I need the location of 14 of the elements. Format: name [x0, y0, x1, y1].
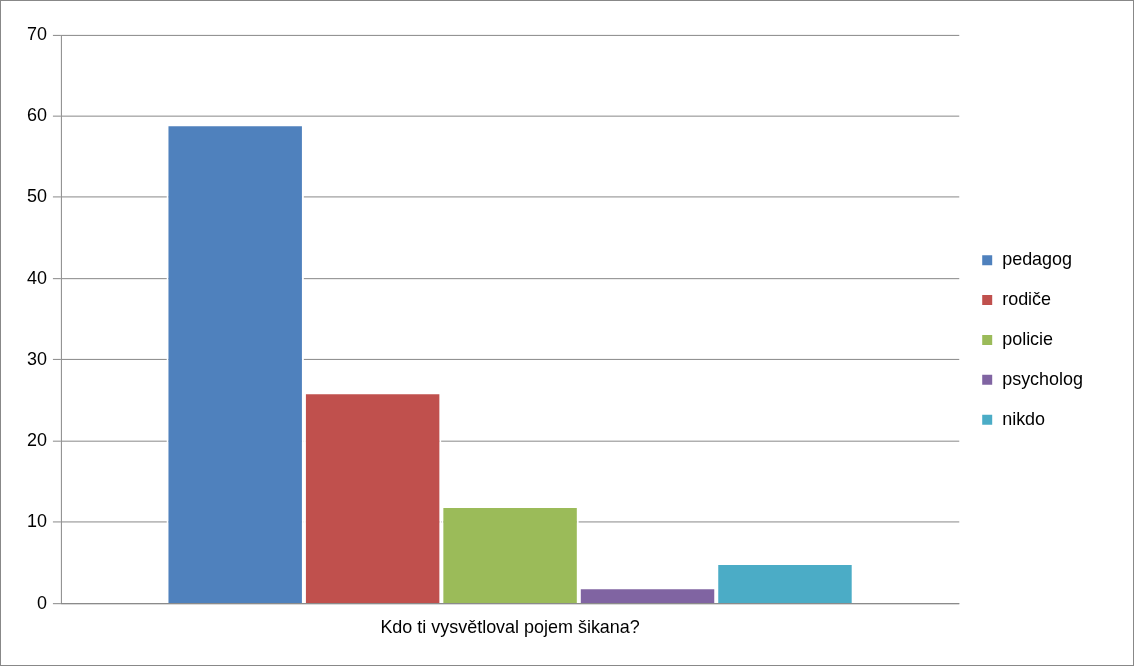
y-tick-label: 20: [26, 430, 47, 451]
legend-label: pedagog: [1002, 249, 1073, 270]
y-tick-label: 40: [26, 267, 47, 288]
legend-label: policie: [1002, 328, 1054, 349]
y-tick-label: 60: [26, 105, 47, 126]
x-tick-label: Kdo ti vysvětloval pojem šikana?: [380, 617, 640, 638]
y-tick-label: 0: [36, 592, 47, 613]
y-tick-label: 70: [26, 23, 47, 44]
y-tick-label: 10: [26, 511, 47, 532]
legend-label: psycholog: [1002, 368, 1084, 389]
legend-label: nikdo: [1002, 408, 1046, 429]
y-tick-label: 30: [26, 348, 47, 369]
y-tick-label: 50: [26, 186, 47, 207]
legend-label: rodiče: [1002, 289, 1052, 310]
